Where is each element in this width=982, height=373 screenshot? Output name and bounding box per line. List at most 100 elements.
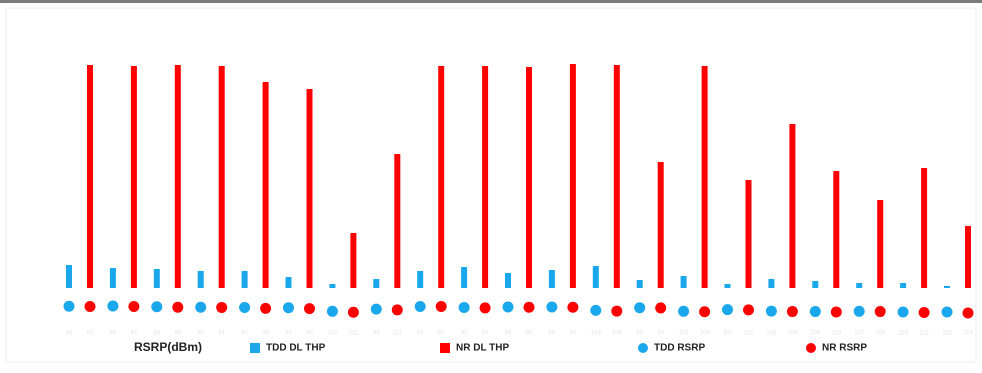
rsrp-dot <box>611 305 623 317</box>
bar <box>153 269 160 288</box>
data-label: 86 <box>66 331 73 337</box>
legend-label: TDD DL THP <box>266 343 326 354</box>
rsrp-dot <box>435 300 447 312</box>
rsrp-dot <box>546 301 558 313</box>
rsrp-dot <box>722 304 733 316</box>
bar <box>461 267 468 288</box>
rsrp-dot <box>743 304 754 316</box>
data-label: 106 <box>766 331 777 337</box>
bar <box>174 65 181 288</box>
rsrp-dot <box>765 305 777 317</box>
bar <box>657 162 664 288</box>
rsrp-dot <box>699 306 711 318</box>
data-label: 112 <box>919 331 929 337</box>
bar <box>66 265 72 288</box>
rsrp-dot <box>567 301 579 313</box>
bar <box>285 277 292 288</box>
bar <box>548 270 555 288</box>
bar <box>569 64 576 288</box>
rsrp-dot <box>260 302 272 314</box>
rsrp-dot <box>326 305 338 317</box>
data-label: 110 <box>832 331 842 337</box>
data-label: 110 <box>942 331 952 337</box>
rsrp-dot <box>678 305 690 317</box>
data-label: 109 <box>700 331 711 337</box>
data-label: 108 <box>810 331 821 337</box>
data-label: 90 <box>570 331 577 337</box>
data-label: 110 <box>898 331 908 337</box>
rsrp-dot <box>107 300 119 312</box>
data-label: 101 <box>743 331 754 337</box>
bar <box>394 154 401 288</box>
rsrp-dot <box>874 306 886 318</box>
bar <box>921 168 928 288</box>
data-label: 96 <box>306 331 313 337</box>
rsrp-dot <box>830 306 842 318</box>
plot-frame <box>5 7 977 363</box>
rsrp-dot <box>304 303 315 315</box>
bar <box>944 286 950 288</box>
rsrp-dot <box>655 302 667 314</box>
data-label: 103 <box>591 331 602 337</box>
data-label: 106 <box>612 331 623 337</box>
data-label: 108 <box>787 331 798 337</box>
rsrp-dot <box>391 304 403 316</box>
data-label: 93 <box>657 331 664 337</box>
bar <box>109 268 116 288</box>
data-label: 107 <box>327 331 338 337</box>
data-label: 91 <box>241 331 248 337</box>
bar <box>218 66 225 288</box>
rsrp-dot <box>962 307 974 319</box>
bar <box>965 226 971 288</box>
rsrp-dot <box>172 301 184 313</box>
rsrp-dot <box>347 306 359 318</box>
rsrp-dot <box>809 306 821 318</box>
data-label: 87 <box>417 331 424 337</box>
bar <box>701 66 708 288</box>
bar <box>438 66 445 288</box>
bar <box>900 283 907 288</box>
data-label: 85 <box>110 331 117 337</box>
data-label: 92 <box>636 331 643 337</box>
data-label: 111 <box>349 331 359 337</box>
bar <box>877 200 884 288</box>
rsrp-dot <box>370 303 382 315</box>
data-label: 87 <box>131 331 138 337</box>
bar <box>373 279 380 288</box>
data-label: 93 <box>482 331 489 337</box>
rsrp-dot <box>853 305 865 317</box>
bar <box>680 276 687 288</box>
rsrp-dot <box>283 302 294 314</box>
data-label: 107 <box>679 331 690 337</box>
bar <box>724 284 731 288</box>
data-label: 100 <box>722 331 733 337</box>
data-label: 89 <box>549 331 556 337</box>
data-label: 91 <box>461 331 468 337</box>
rsrp-dot <box>239 301 251 313</box>
bar <box>856 283 863 288</box>
rsrp-dot <box>195 301 207 313</box>
bar <box>87 65 93 288</box>
data-label: 114 <box>963 331 973 337</box>
rsrp-dot <box>590 304 602 316</box>
bar <box>262 82 269 288</box>
bar <box>417 271 424 288</box>
rsrp-dot <box>786 306 798 318</box>
legend-swatch <box>638 343 648 353</box>
data-label: 88 <box>153 331 160 337</box>
legend-swatch <box>440 343 450 353</box>
data-label: 87 <box>87 331 94 337</box>
data-label: 90 <box>526 331 533 337</box>
rsrp-dot <box>84 300 96 312</box>
bar <box>526 67 532 288</box>
data-label: 107 <box>854 331 865 337</box>
bar <box>592 266 599 288</box>
rsrp-dot <box>63 300 75 312</box>
bar <box>306 89 313 288</box>
rsrp-dot <box>458 301 470 313</box>
rsrp-dot <box>918 307 930 319</box>
rsrp-dot <box>216 301 228 313</box>
data-label: 92 <box>285 331 292 337</box>
data-label: 108 <box>875 331 886 337</box>
x-axis-title: RSRP(dBm) <box>134 340 202 354</box>
